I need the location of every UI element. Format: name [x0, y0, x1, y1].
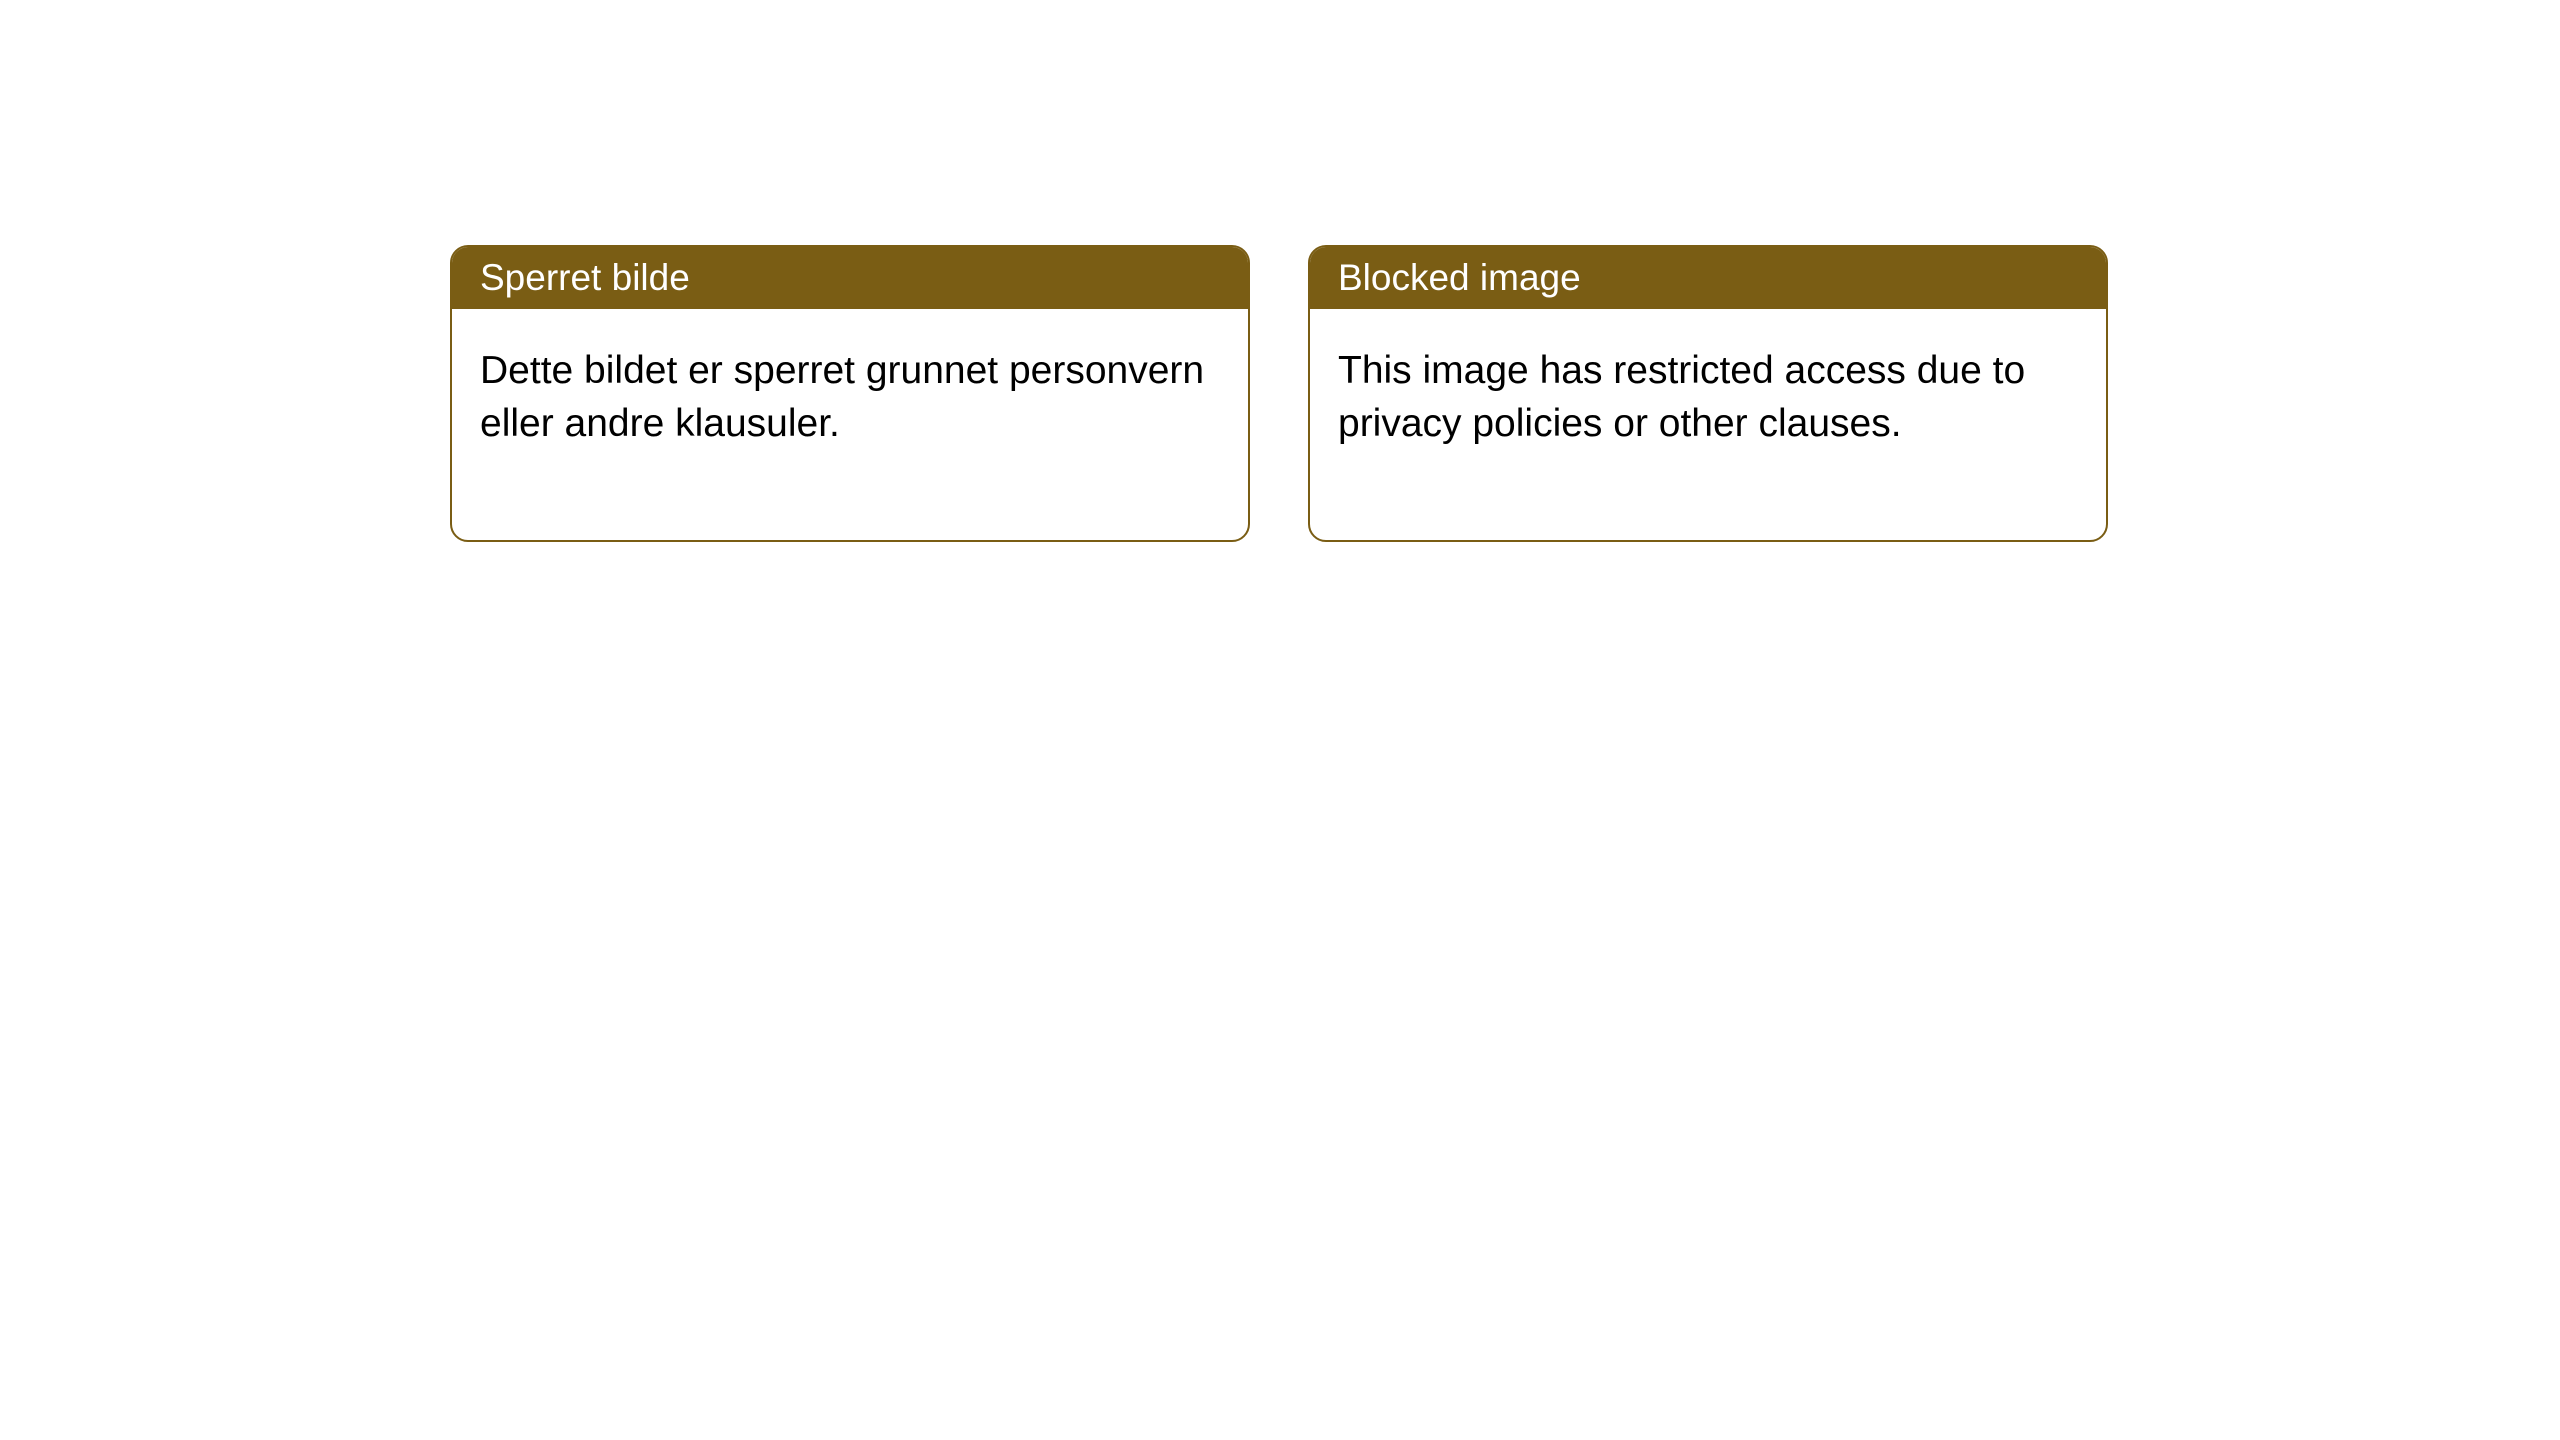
notice-cards-container: Sperret bilde Dette bildet er sperret gr… [0, 0, 2560, 542]
notice-header: Blocked image [1310, 247, 2106, 309]
notice-card-english: Blocked image This image has restricted … [1308, 245, 2108, 542]
notice-body: Dette bildet er sperret grunnet personve… [452, 309, 1248, 540]
notice-header: Sperret bilde [452, 247, 1248, 309]
notice-body: This image has restricted access due to … [1310, 309, 2106, 540]
notice-card-norwegian: Sperret bilde Dette bildet er sperret gr… [450, 245, 1250, 542]
